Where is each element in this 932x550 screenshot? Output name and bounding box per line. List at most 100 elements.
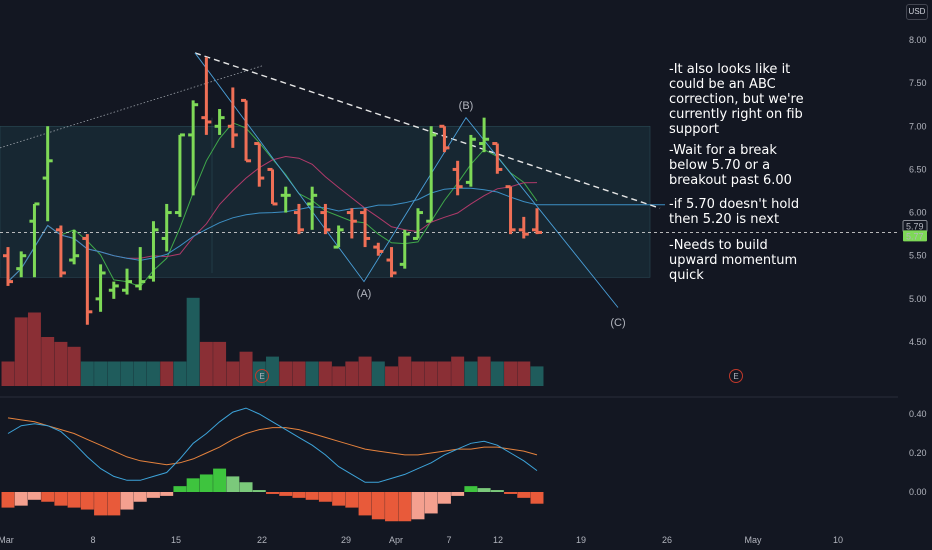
ohlc-bar <box>360 208 371 248</box>
ohlc-bar <box>108 281 119 299</box>
volume-bar <box>239 351 253 386</box>
volume-bar <box>411 361 425 386</box>
ohlc-bar <box>293 203 304 235</box>
ohlc-bar <box>214 109 225 135</box>
earnings-label: E <box>259 372 264 381</box>
ohlc-bar <box>386 247 397 278</box>
x-tick-label: 8 <box>90 535 95 545</box>
macd-hist-bar <box>146 492 160 498</box>
ohlc-bar <box>174 133 185 217</box>
volume-bar <box>517 361 531 386</box>
price-tick-label: 7.00 <box>909 121 927 131</box>
x-tick-label: 7 <box>446 535 451 545</box>
ohlc-bar <box>479 117 490 153</box>
range-box <box>0 125 651 278</box>
macd-tick-label: 0.20 <box>909 448 927 458</box>
ohlc-bar <box>280 186 291 213</box>
macd-hist-bar <box>41 492 55 502</box>
earnings-label: E <box>733 372 738 381</box>
volume-bar <box>371 361 385 386</box>
x-tick-label: Mar <box>0 535 14 545</box>
volume-bar <box>94 361 108 386</box>
macd-hist-bar <box>504 492 518 494</box>
macd-hist-bar <box>490 490 504 492</box>
macd-hist-bar <box>173 486 187 492</box>
volume-bar <box>345 361 359 386</box>
ohlc-bar <box>254 142 265 187</box>
ohlc-bar <box>532 208 542 235</box>
macd-hist-bar <box>67 492 81 508</box>
x-tick-label: Apr <box>389 535 403 545</box>
macd-hist-bar <box>80 492 94 510</box>
macd-hist-bar <box>14 492 28 506</box>
price-tick-label: 8.00 <box>909 35 927 45</box>
price-tick-label: 6.50 <box>909 164 927 174</box>
volume-bar <box>1 361 15 386</box>
volume-bar <box>186 297 200 386</box>
macd-hist-bar <box>186 478 200 492</box>
annotation-support: -if 5.70 doesn't hold then 5.20 is next <box>669 197 800 227</box>
trendline-dotted <box>0 65 263 149</box>
currency-button[interactable]: USD <box>906 4 928 20</box>
macd-hist-bar <box>54 492 68 506</box>
macd-hist-bar <box>318 492 332 502</box>
macd-hist-bar <box>477 488 491 492</box>
macd-hist-bar <box>199 474 213 492</box>
volume-bar <box>199 341 213 386</box>
price-tick-label: 5.50 <box>909 251 927 261</box>
volume-bar <box>530 366 544 386</box>
ohlc-bar <box>55 225 66 278</box>
ohlc-bar <box>122 268 133 295</box>
volume-bar <box>398 356 412 386</box>
macd-hist-bar <box>279 492 293 496</box>
price-tag-label: 5.79 <box>906 222 924 232</box>
macd-hist-bar <box>239 482 253 492</box>
ohlc-bar <box>69 229 80 265</box>
volume-bar <box>107 361 121 386</box>
ohlc-bar <box>439 124 450 153</box>
ohlc-bar <box>241 98 252 163</box>
trendline-dashed <box>194 52 661 209</box>
volume-bar <box>332 366 346 386</box>
macd-hist-bar <box>358 492 372 516</box>
volume-bar <box>437 361 451 386</box>
macd-hist-bar <box>517 492 531 498</box>
macd-tick-label: 0.00 <box>909 487 927 497</box>
ohlc-bar <box>492 142 503 174</box>
macd-hist-bar <box>411 492 425 520</box>
ohlc-bar <box>320 203 331 235</box>
volume-bar <box>424 361 438 386</box>
macd-hist-bar <box>226 476 240 492</box>
macd-hist-bar <box>27 492 41 500</box>
volume-bar <box>120 361 134 386</box>
ohlc-bar <box>412 208 423 240</box>
earnings-icon <box>255 369 269 383</box>
macd-hist-bar <box>332 492 346 506</box>
macd-hist-bar <box>292 492 306 498</box>
macd-line <box>7 407 538 483</box>
volume-bar <box>490 361 504 386</box>
wave-path <box>194 52 619 308</box>
volume-bar <box>252 361 266 386</box>
macd-hist-bar <box>437 492 451 504</box>
volume-bar <box>41 337 55 386</box>
price-tick-label: 6.00 <box>909 208 927 218</box>
macd-hist-bar <box>451 492 465 496</box>
macd-hist-bar <box>385 492 399 522</box>
ohlc-bar <box>267 167 278 206</box>
volume-bar <box>266 356 279 386</box>
volume-bar <box>318 361 332 386</box>
ohlc-bar <box>201 57 212 135</box>
price-tick-label: 7.50 <box>909 78 927 88</box>
wave-label-c: (C) <box>610 317 625 329</box>
volume-bar <box>504 361 518 386</box>
ohlc-bar <box>307 186 318 230</box>
macd-hist-bar <box>213 468 227 492</box>
earnings-icon <box>729 369 743 383</box>
x-tick-label: 10 <box>833 535 843 545</box>
macd-hist-bar <box>120 492 134 510</box>
wave-label-a: (A) <box>357 288 372 300</box>
annotation-wait: -Wait for a break below 5.70 or a breako… <box>669 143 792 188</box>
macd-hist-bar <box>266 492 279 494</box>
